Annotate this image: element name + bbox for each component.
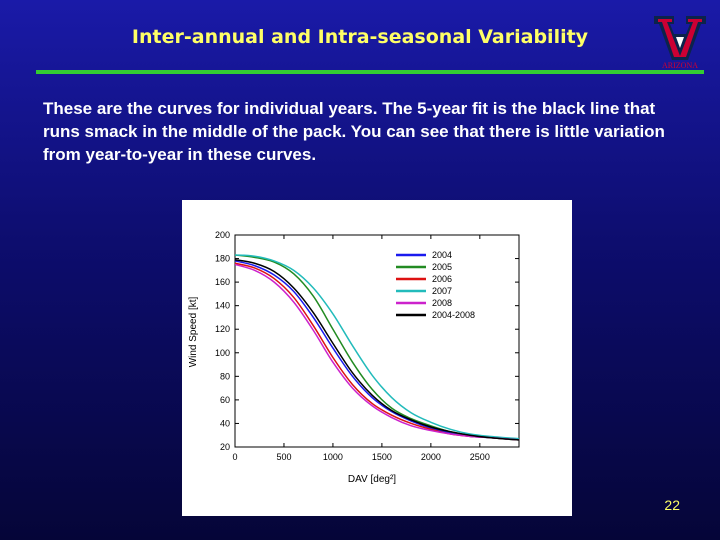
- slide-title: Inter-annual and Intra-seasonal Variabil…: [131, 26, 589, 48]
- y-tick-label: 180: [215, 254, 230, 264]
- y-tick-label: 100: [215, 348, 230, 358]
- series-line-2007: [234, 254, 520, 440]
- y-tick-label: 20: [220, 442, 230, 452]
- page-number: 22: [664, 497, 680, 513]
- x-tick-label: 1000: [323, 452, 343, 462]
- university-logo: ARIZONA: [650, 12, 710, 70]
- y-tick-label: 80: [220, 371, 230, 381]
- x-tick-label: 0: [232, 452, 237, 462]
- title-divider: [36, 70, 704, 74]
- x-tick-label: 1500: [372, 452, 392, 462]
- legend-label: 2004-2008: [432, 310, 475, 320]
- series-line-2004: [234, 260, 520, 441]
- series-line-2008: [234, 263, 520, 441]
- x-axis-label: DAV [deg²]: [348, 474, 396, 485]
- logo-wordmark: ARIZONA: [662, 61, 698, 70]
- y-tick-label: 40: [220, 418, 230, 428]
- legend-label: 2007: [432, 286, 452, 296]
- plot-frame: [234, 234, 520, 448]
- legend-label: 2008: [432, 298, 452, 308]
- chart-panel: 0 500 1000 1500 2000 2500 20 40 60 80 100 120 140 160…: [182, 200, 572, 516]
- wind-speed-chart: 0 500 1000 1500 2000 2500 20 40 60 80 100 120 140 160…: [188, 230, 520, 485]
- y-tick-label: 140: [215, 301, 230, 311]
- series-line-2005: [234, 254, 520, 441]
- arizona-a-logo-icon: ARIZONA: [654, 16, 706, 70]
- slide-body-text: These are the curves for individual year…: [43, 99, 665, 164]
- series-line-2006: [234, 262, 520, 441]
- series-line-2004-2008: [234, 258, 520, 441]
- y-tick-label: 60: [220, 395, 230, 405]
- x-tick-label: 500: [276, 452, 291, 462]
- y-tick-label: 200: [215, 230, 230, 240]
- legend-label: 2006: [432, 274, 452, 284]
- legend-label: 2004: [432, 250, 452, 260]
- x-tick-label: 2000: [421, 452, 441, 462]
- y-tick-label: 120: [215, 324, 230, 334]
- legend-label: 2005: [432, 262, 452, 272]
- y-axis-label: Wind Speed [kt]: [188, 296, 199, 367]
- x-tick-label: 2500: [470, 452, 490, 462]
- y-tick-label: 160: [215, 277, 230, 287]
